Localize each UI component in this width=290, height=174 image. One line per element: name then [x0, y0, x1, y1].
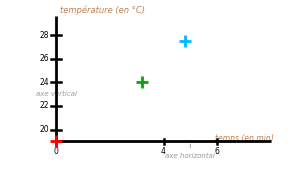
- Text: 4: 4: [161, 147, 166, 156]
- Text: 20: 20: [39, 125, 49, 134]
- Text: axe vertical: axe vertical: [36, 91, 77, 97]
- Text: 24: 24: [39, 78, 49, 87]
- Text: temps (en min): temps (en min): [215, 134, 273, 143]
- Text: 28: 28: [39, 31, 49, 40]
- Text: 26: 26: [39, 54, 49, 63]
- Text: température (en °C): température (en °C): [60, 5, 145, 14]
- Text: 6: 6: [215, 147, 220, 156]
- Text: 0: 0: [54, 147, 59, 156]
- Text: 22: 22: [39, 101, 49, 110]
- Text: axe horizontal: axe horizontal: [165, 144, 215, 159]
